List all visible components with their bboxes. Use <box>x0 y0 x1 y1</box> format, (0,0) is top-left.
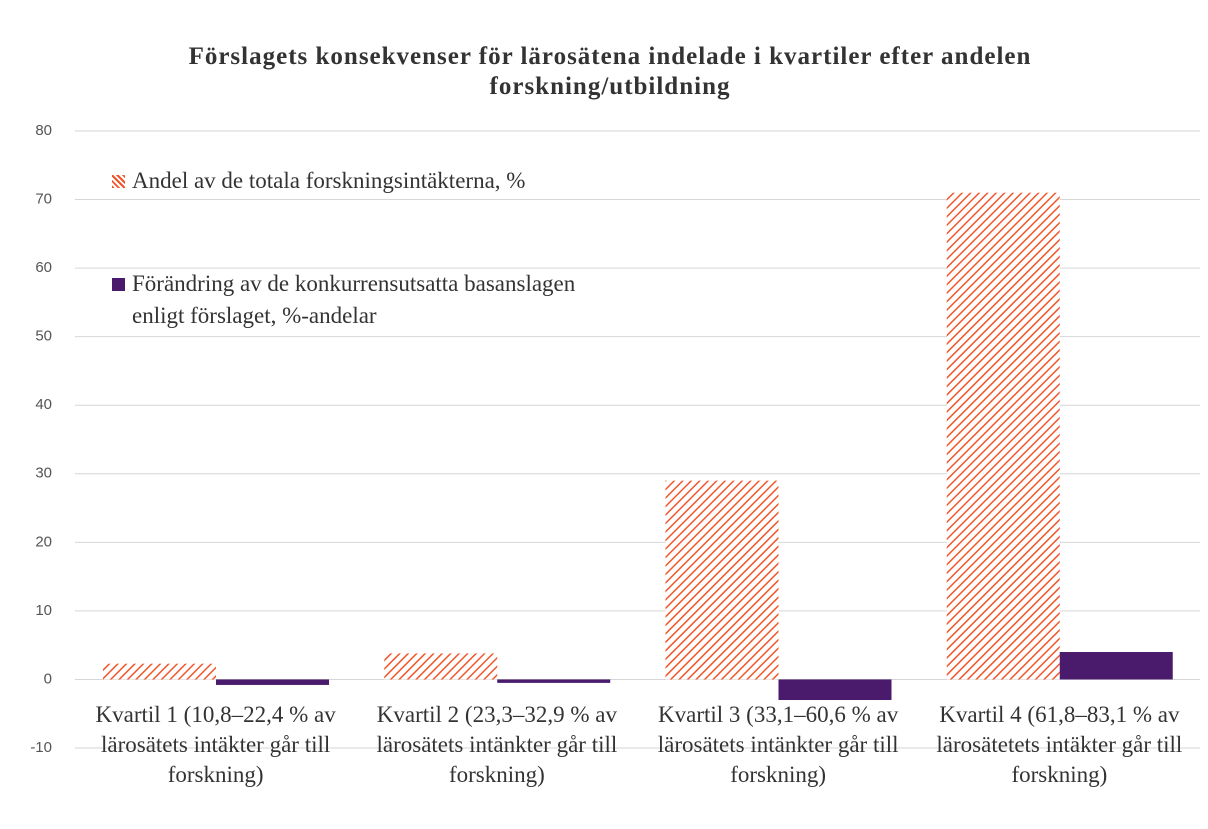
legend-swatch <box>112 278 125 291</box>
bar <box>384 653 498 680</box>
y-tick-label: 60 <box>35 259 52 276</box>
y-tick-label: 70 <box>35 191 52 208</box>
y-tick-label: -10 <box>30 739 52 756</box>
bar <box>778 679 892 701</box>
legend-entry: Andel av de totala forskningsintäkterna,… <box>108 165 632 197</box>
legend-entry: Förändring av de konkurrensutsatta basan… <box>108 268 632 332</box>
y-tick-label: 0 <box>44 670 52 687</box>
y-tick-label: 50 <box>35 328 52 345</box>
y-tick-label: 10 <box>35 602 52 619</box>
bar <box>1059 652 1173 680</box>
bar <box>103 663 216 680</box>
y-tick-label: 40 <box>35 396 52 413</box>
legend-label: Förändring av de konkurrensutsatta basan… <box>132 271 576 328</box>
legend-swatch <box>112 175 125 188</box>
x-tick-label: Kvartil 4 (61,8–83,1 % av lärosätetets i… <box>936 702 1183 787</box>
bar <box>216 679 329 685</box>
y-tick-label: 80 <box>35 122 52 139</box>
y-tick-label: 30 <box>35 465 52 482</box>
bar <box>946 192 1060 680</box>
legend-label: Andel av de totala forskningsintäkterna,… <box>132 168 526 193</box>
bar <box>497 679 611 683</box>
y-tick-label: 20 <box>35 533 52 550</box>
x-tick-label: Kvartil 1 (10,8–22,4 % av lärosätets int… <box>95 702 336 787</box>
x-tick-label: Kvartil 3 (33,1–60,6 % av lärosätets int… <box>657 702 899 787</box>
chart-title: Förslagets konsekvenser för lärosätena i… <box>188 43 1032 100</box>
bar <box>665 480 779 680</box>
x-tick-label: Kvartil 2 (23,3–32,9 % av lärosätets int… <box>376 702 618 787</box>
